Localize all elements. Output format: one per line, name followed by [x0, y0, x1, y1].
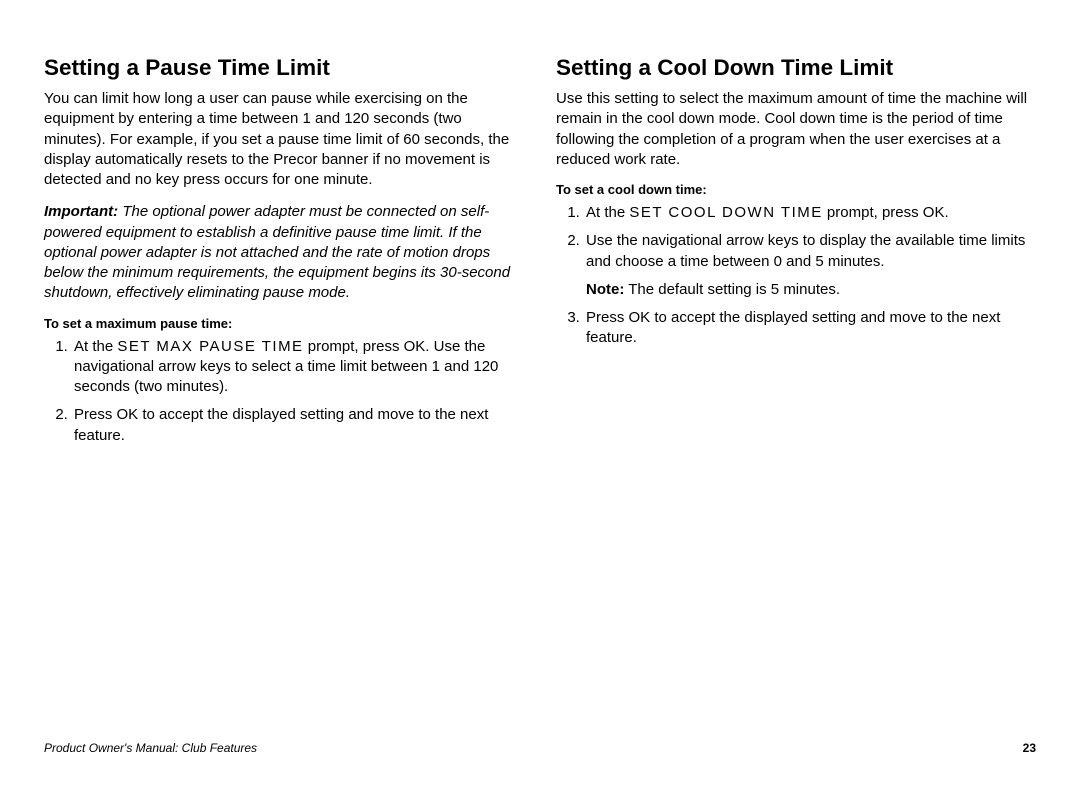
left-important: Important: The optional power adapter mu…	[44, 202, 524, 303]
page-content: Setting a Pause Time Limit You can limit…	[44, 55, 1036, 454]
step-text-a: At the	[586, 204, 629, 221]
list-item: Press OK to accept the displayed setting…	[584, 308, 1036, 349]
list-item: Use the navigational arrow keys to displ…	[584, 231, 1036, 300]
note: Note: The default setting is 5 minutes.	[586, 280, 1036, 300]
right-column: Setting a Cool Down Time Limit Use this …	[556, 55, 1036, 454]
right-heading: Setting a Cool Down Time Limit	[556, 55, 1036, 81]
left-intro: You can limit how long a user can pause …	[44, 89, 524, 190]
right-steps: At the SET COOL DOWN TIME prompt, press …	[556, 203, 1036, 349]
footer-title: Product Owner's Manual: Club Features	[44, 741, 257, 755]
left-column: Setting a Pause Time Limit You can limit…	[44, 55, 524, 454]
note-body: The default setting is 5 minutes.	[624, 281, 840, 298]
right-subhead: To set a cool down time:	[556, 182, 1036, 197]
step-text-a: At the	[74, 338, 117, 355]
important-lead: Important:	[44, 203, 118, 220]
step-text-b: prompt, press OK.	[823, 204, 949, 221]
note-lead: Note:	[586, 281, 624, 298]
page-footer: Product Owner's Manual: Club Features 23	[44, 741, 1036, 755]
step-mono: SET MAX PAUSE TIME	[117, 338, 303, 355]
list-item: Press OK to accept the displayed setting…	[72, 405, 524, 446]
page-number: 23	[1023, 741, 1036, 755]
list-item: At the SET COOL DOWN TIME prompt, press …	[584, 203, 1036, 223]
step-text: Use the navigational arrow keys to displ…	[586, 232, 1025, 269]
left-subhead: To set a maximum pause time:	[44, 316, 524, 331]
left-steps: At the SET MAX PAUSE TIME prompt, press …	[44, 337, 524, 446]
right-intro: Use this setting to select the maximum a…	[556, 89, 1036, 170]
list-item: At the SET MAX PAUSE TIME prompt, press …	[72, 337, 524, 398]
step-mono: SET COOL DOWN TIME	[629, 204, 822, 221]
left-heading: Setting a Pause Time Limit	[44, 55, 524, 81]
